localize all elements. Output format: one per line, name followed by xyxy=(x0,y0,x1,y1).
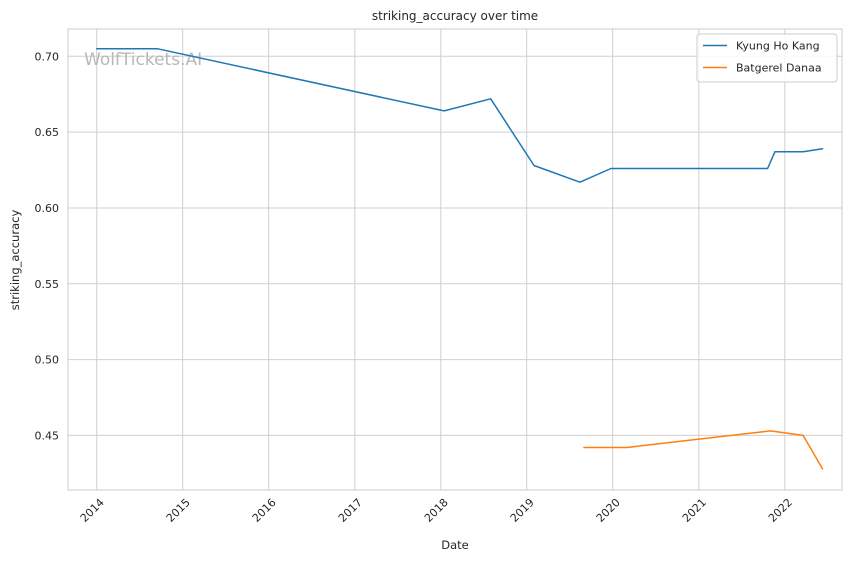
legend-label-kyung-ho-kang: Kyung Ho Kang xyxy=(736,40,820,53)
watermark: WolfTickets.AI xyxy=(84,50,202,70)
y-tick-label: 0.60 xyxy=(35,202,60,215)
y-tick-label: 0.55 xyxy=(35,278,60,291)
grid xyxy=(68,29,842,490)
y-tick-label: 0.70 xyxy=(35,50,60,63)
y-tick-label: 0.45 xyxy=(35,429,60,442)
series-line-batgerel-danaa xyxy=(583,430,824,470)
series-lines xyxy=(95,47,824,470)
chart-title: striking_accuracy over time xyxy=(372,9,538,23)
y-tick-label: 0.50 xyxy=(35,354,60,367)
legend: Kyung Ho Kang Batgerel Danaa xyxy=(696,33,838,83)
legend-box xyxy=(696,33,838,83)
x-axis-label: Date xyxy=(441,538,469,552)
y-axis-label: striking_accuracy xyxy=(8,210,22,311)
y-tick-label: 0.65 xyxy=(35,126,60,139)
series-line-kyung-ho-kang xyxy=(95,47,824,183)
legend-label-batgerel-danaa: Batgerel Danaa xyxy=(736,62,822,75)
plot-frame xyxy=(67,28,843,491)
y-tick-labels: 0.45 0.50 0.55 0.60 0.65 0.70 xyxy=(35,50,60,442)
